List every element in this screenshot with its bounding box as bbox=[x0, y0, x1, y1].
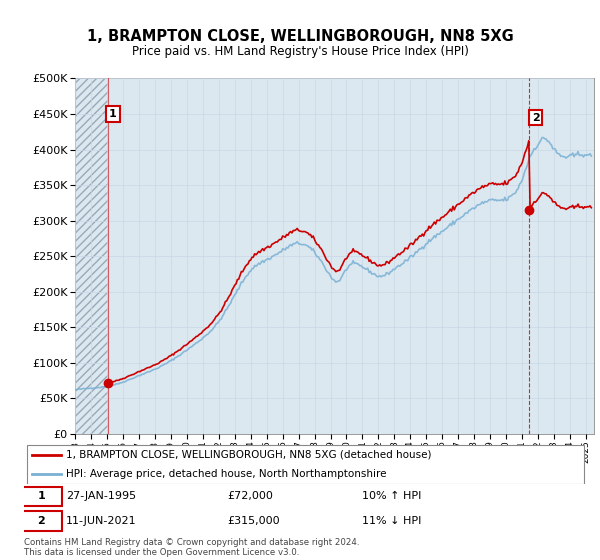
Text: 2: 2 bbox=[38, 516, 46, 526]
Text: 1: 1 bbox=[109, 109, 117, 119]
Text: 2: 2 bbox=[532, 113, 539, 123]
Text: 27-JAN-1995: 27-JAN-1995 bbox=[66, 492, 136, 501]
FancyBboxPatch shape bbox=[21, 487, 62, 506]
Text: 1: 1 bbox=[38, 492, 46, 501]
FancyBboxPatch shape bbox=[27, 445, 584, 484]
FancyBboxPatch shape bbox=[21, 511, 62, 531]
Bar bbox=[75, 78, 108, 434]
Text: Price paid vs. HM Land Registry's House Price Index (HPI): Price paid vs. HM Land Registry's House … bbox=[131, 45, 469, 58]
Text: 11% ↓ HPI: 11% ↓ HPI bbox=[362, 516, 422, 526]
Text: £315,000: £315,000 bbox=[227, 516, 280, 526]
Text: £72,000: £72,000 bbox=[227, 492, 273, 501]
Text: 1, BRAMPTON CLOSE, WELLINGBOROUGH, NN8 5XG (detached house): 1, BRAMPTON CLOSE, WELLINGBOROUGH, NN8 5… bbox=[66, 450, 432, 460]
Text: Contains HM Land Registry data © Crown copyright and database right 2024.
This d: Contains HM Land Registry data © Crown c… bbox=[24, 538, 359, 557]
Text: HPI: Average price, detached house, North Northamptonshire: HPI: Average price, detached house, Nort… bbox=[66, 469, 387, 479]
Text: 11-JUN-2021: 11-JUN-2021 bbox=[66, 516, 137, 526]
Text: 10% ↑ HPI: 10% ↑ HPI bbox=[362, 492, 422, 501]
Text: 1, BRAMPTON CLOSE, WELLINGBOROUGH, NN8 5XG: 1, BRAMPTON CLOSE, WELLINGBOROUGH, NN8 5… bbox=[86, 29, 514, 44]
